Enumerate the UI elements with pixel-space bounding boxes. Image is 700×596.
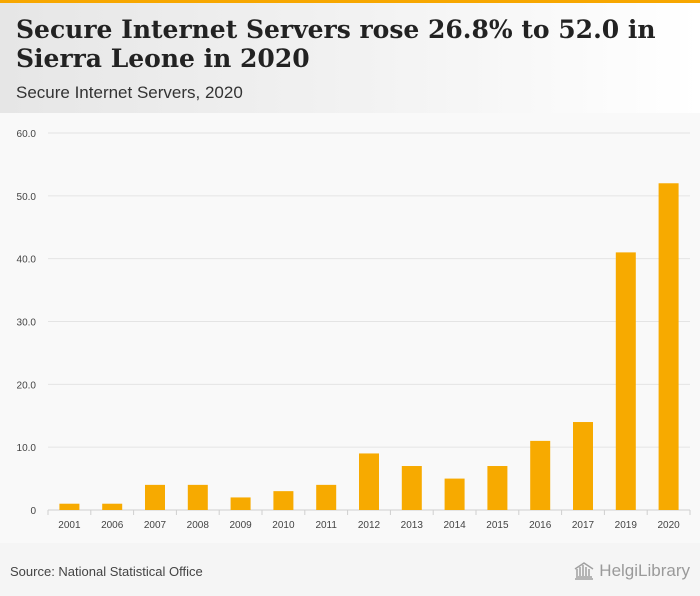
bar [102,503,123,510]
x-tick-label: 2011 [315,520,337,531]
source-note: Source: National Statistical Office [10,564,203,579]
page-title: Secure Internet Servers rose 26.8% to 52… [16,15,656,73]
accent-bar [0,0,700,3]
y-tick-label: 20.0 [17,380,37,391]
x-tick-label: 2013 [401,520,424,531]
x-tick-label: 2007 [144,520,167,531]
y-tick-label: 10.0 [17,443,37,454]
bar [145,484,165,510]
chart-subtitle: Secure Internet Servers, 2020 [16,83,243,102]
x-tick-label: 2006 [101,520,124,531]
x-tick-label: 2008 [187,520,210,531]
bar [273,491,294,510]
x-tick-label: 2001 [58,520,81,531]
bar [573,422,593,510]
x-tick-label: 2014 [443,520,466,531]
logo-text: HelgiLibrary [599,561,690,580]
y-tick-label: 60.0 [17,129,37,140]
bar [444,478,465,510]
bar [530,440,551,510]
x-tick-label: 2020 [657,520,680,531]
library-building-icon [574,562,594,580]
bar [230,497,251,510]
bar [59,503,80,510]
x-tick-label: 2012 [358,520,381,531]
bar [487,466,508,510]
y-tick-label: 40.0 [17,255,37,266]
y-tick-label: 0 [30,506,36,517]
x-tick-label: 2016 [529,520,552,531]
bar [658,183,679,510]
bar [187,484,208,510]
y-tick-label: 50.0 [17,192,37,203]
x-tick-label: 2015 [486,520,509,531]
helgi-library-logo[interactable]: HelgiLibrary [573,561,690,581]
bar [401,466,422,510]
header: Secure Internet Servers rose 26.8% to 52… [0,3,700,113]
x-tick-label: 2010 [272,520,295,531]
bar [316,484,337,510]
x-tick-label: 2019 [615,520,638,531]
x-tick-label: 2017 [572,520,595,531]
bar [359,453,379,510]
bar-chart: 0 10.0 20.0 30.0 40.0 50.0 60.0 2001 2006 2007 200… [17,129,691,531]
y-tick-label: 30.0 [17,318,37,329]
x-tick-label: 2009 [229,520,252,531]
bar [615,252,636,510]
